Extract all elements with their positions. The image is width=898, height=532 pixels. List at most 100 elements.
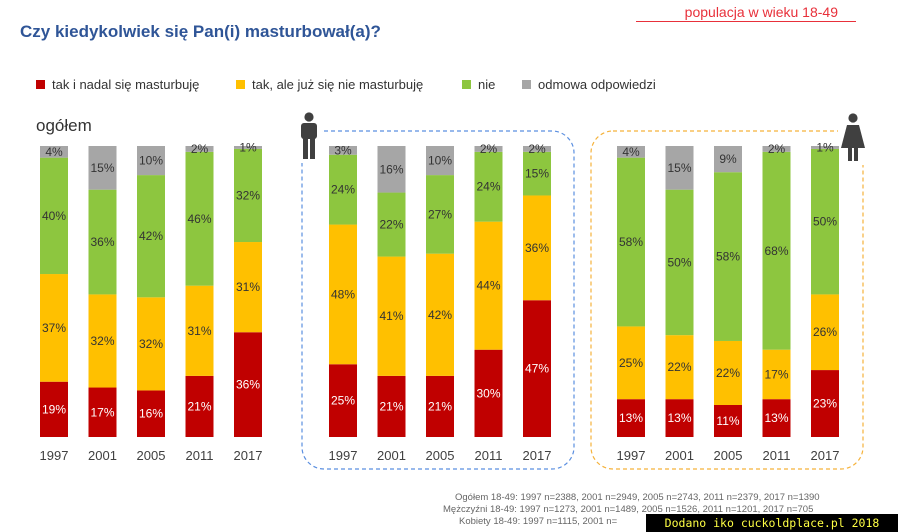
data-label-past: 25%: [619, 356, 643, 370]
bar-segment-refusal: [523, 146, 551, 152]
data-label-refusal: 2%: [528, 142, 546, 156]
group-label-overall: ogółem: [36, 116, 92, 135]
bar-segment-past: [762, 349, 791, 400]
bar-segment-past: [377, 256, 406, 376]
legend-label-past: tak, ale już się nie masturbuję: [252, 77, 424, 92]
female-icon: [838, 111, 868, 165]
bar-segment-no: [185, 151, 214, 286]
data-label-still: 21%: [187, 399, 211, 413]
bar-segment-past: [426, 253, 454, 376]
x-tick-label: 2011: [763, 448, 791, 463]
data-label-no: 40%: [42, 209, 66, 223]
bar-segment-no: [426, 175, 454, 254]
watermark: Dodano iko cuckoldplace.pl 2018: [646, 514, 898, 532]
bar-segment-no: [377, 192, 406, 257]
data-label-no: 46%: [187, 212, 211, 226]
data-label-still: 21%: [428, 399, 452, 413]
bar-segment-refusal: [234, 146, 262, 149]
bar-segment-refusal: [474, 146, 503, 152]
data-label-no: 42%: [139, 229, 163, 243]
legend-label-refusal: odmowa odpowiedzi: [538, 77, 656, 92]
legend-item-no: nie: [462, 77, 495, 92]
legend-item-still: tak i nadal się masturbuję: [36, 77, 199, 92]
bar-segment-no: [762, 151, 791, 350]
data-label-refusal: 10%: [139, 154, 163, 168]
bar-segment-still: [185, 375, 214, 437]
bar-segment-past: [714, 340, 742, 405]
x-tick-label: 1997: [40, 448, 69, 463]
x-tick-label: 2005: [137, 448, 166, 463]
male-icon: [296, 111, 322, 163]
bar-segment-still: [137, 390, 165, 437]
bar-segment-still: [762, 399, 791, 437]
bar-segment-still: [234, 332, 262, 437]
bar-segment-past: [40, 274, 68, 382]
chart-title: Czy kiedykolwiek się Pan(i) masturbował(…: [20, 22, 381, 41]
x-tick-label: 2001: [665, 448, 694, 463]
bar-segment-no: [40, 157, 68, 275]
bar-segment-refusal: [426, 146, 454, 176]
bar-segment-still: [88, 387, 117, 437]
bar-segment-refusal: [617, 146, 645, 158]
footnote-men: Mężczyźni 18-49: 1997 n=1273, 2001 n=148…: [443, 504, 814, 515]
bar-segment-refusal: [762, 146, 791, 152]
bar-segment-no: [329, 154, 357, 225]
bar-segment-refusal: [137, 146, 165, 176]
bar-segment-past: [234, 242, 262, 333]
data-label-refusal: 3%: [334, 143, 352, 157]
bar-segment-still: [714, 404, 742, 437]
data-label-refusal: 10%: [428, 154, 452, 168]
data-label-still: 30%: [476, 386, 500, 400]
bar-segment-refusal: [88, 146, 117, 190]
data-label-past: 31%: [236, 280, 260, 294]
data-label-past: 22%: [716, 366, 740, 380]
data-label-past: 17%: [764, 367, 788, 381]
data-label-no: 68%: [764, 244, 788, 258]
data-label-past: 32%: [139, 337, 163, 351]
data-label-no: 50%: [813, 215, 837, 229]
data-label-still: 23%: [813, 397, 837, 411]
subtitle-underline: [636, 21, 856, 22]
data-label-still: 36%: [236, 378, 260, 392]
data-label-still: 25%: [331, 394, 355, 408]
legend-item-refusal: odmowa odpowiedzi: [522, 77, 656, 92]
data-label-refusal: 4%: [622, 145, 640, 159]
data-label-refusal: 2%: [768, 142, 786, 156]
bar-segment-past: [185, 285, 214, 376]
legend-label-no: nie: [478, 77, 496, 92]
bar-segment-still: [523, 300, 551, 437]
data-label-past: 48%: [331, 287, 355, 301]
bar-segment-still: [426, 375, 454, 437]
bar-segment-past: [665, 335, 694, 400]
bar-segment-refusal: [811, 146, 839, 149]
x-tick-label: 1997: [329, 448, 358, 463]
data-label-refusal: 9%: [719, 152, 737, 166]
bar-segment-refusal: [329, 146, 357, 155]
legend-swatch-still: [36, 80, 45, 89]
data-label-no: 24%: [331, 183, 355, 197]
bar-segment-past: [474, 221, 503, 350]
legend-swatch-refusal: [522, 80, 531, 89]
data-label-no: 22%: [379, 218, 403, 232]
data-label-no: 24%: [476, 180, 500, 194]
x-tick-label: 2011: [186, 448, 214, 463]
bar-segment-no: [474, 151, 503, 222]
bar-segment-still: [665, 399, 694, 437]
bar-segment-past: [137, 297, 165, 391]
data-label-past: 36%: [525, 241, 549, 255]
data-label-still: 11%: [716, 414, 739, 428]
bar-segment-refusal: [714, 146, 742, 173]
data-label-no: 32%: [236, 188, 260, 202]
data-label-still: 17%: [90, 405, 114, 419]
data-label-past: 31%: [187, 324, 211, 338]
bar-segment-no: [617, 157, 645, 327]
x-tick-label: 2005: [714, 448, 743, 463]
bar-segment-past: [523, 195, 551, 301]
bar-segment-no: [811, 148, 839, 295]
legend-swatch-past: [236, 80, 245, 89]
bar-segment-no: [665, 189, 694, 336]
bar-segment-no: [523, 151, 551, 196]
bar-segment-past: [329, 224, 357, 365]
chart-subtitle: populacja w wieku 18-49: [684, 4, 838, 20]
data-label-still: 13%: [764, 411, 788, 425]
